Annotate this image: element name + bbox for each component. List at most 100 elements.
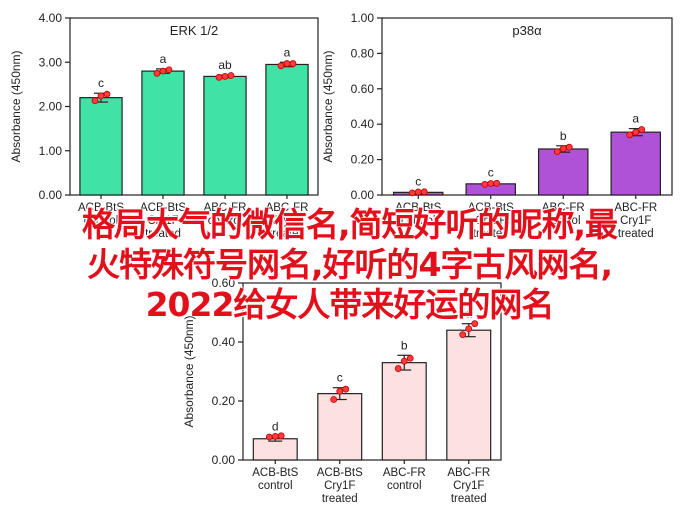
x-tick-label-2-1-0: ACB-BtS — [317, 467, 363, 479]
data-point-1-0-1 — [414, 188, 422, 196]
chart-title-0: ERK 1/2 — [170, 23, 218, 38]
data-point-1-1-1 — [487, 180, 495, 187]
y-tick-label-1-1: 0.20 — [351, 153, 375, 167]
significance-letter-2-2: b — [401, 338, 408, 352]
plot-frame-2 — [242, 282, 502, 461]
data-point-0-0-1 — [97, 92, 105, 100]
bar-0-0 — [79, 97, 123, 196]
x-tick-label-0-3-2: treated — [269, 228, 305, 240]
y-tick-label-1-5: 1.00 — [351, 11, 375, 25]
x-tick-label-2-3-0: ABC-FR — [447, 467, 490, 479]
data-point-0-2-1 — [221, 73, 229, 80]
bar-0-1 — [141, 70, 185, 196]
data-point-2-2-0 — [394, 365, 402, 372]
data-point-0-3-1 — [283, 60, 291, 67]
x-tick-label-1-3-0: ABC-FR — [614, 202, 657, 214]
x-tick-label-1-0-1: control — [401, 215, 436, 227]
data-point-0-2-0 — [215, 73, 223, 81]
bar-0-2 — [203, 75, 247, 196]
x-tick-label-2-2-0: ABC-FR — [383, 467, 426, 479]
y-axis-label-2: Absorbance (450nm) — [182, 315, 196, 427]
y-tick-label-0-3: 3.00 — [39, 55, 63, 69]
y-axis-label-0: Absorbance (450nm) — [9, 50, 23, 162]
chart-title-1: p38α — [512, 23, 542, 38]
significance-letter-0-3: a — [284, 45, 291, 59]
bar-2-0 — [252, 438, 298, 461]
significance-letter-1-1: c — [488, 165, 494, 179]
y-tick-label-2-0: 0.00 — [212, 453, 236, 467]
x-tick-label-2-0-1: control — [258, 480, 293, 492]
data-point-1-3-1 — [632, 128, 640, 136]
y-tick-label-2-2: 0.40 — [212, 335, 236, 349]
x-tick-label-1-2-0: ABC-FR — [542, 202, 585, 214]
data-point-0-2-2 — [227, 72, 235, 79]
x-tick-label-2-0-0: ACB-BtS — [252, 467, 298, 479]
x-tick-label-0-3-1: Cry1F — [271, 215, 302, 227]
x-tick-label-1-3-2: treated — [618, 228, 654, 240]
y-axis-label-1: Absorbance (450nm) — [321, 50, 335, 162]
bar-1-3 — [610, 131, 661, 196]
y-tick-label-2-3: 0.60 — [212, 276, 236, 290]
data-point-1-0-2 — [420, 188, 428, 196]
data-point-1-1-2 — [493, 179, 501, 187]
bar-2-1 — [317, 393, 363, 461]
y-tick-label-1-4: 0.80 — [351, 46, 375, 60]
plot-frame-1 — [381, 17, 673, 196]
bar-1-2 — [537, 148, 589, 196]
significance-letter-0-0: c — [98, 76, 104, 90]
x-tick-label-0-1-1: Cry1F — [147, 215, 178, 227]
data-point-2-2-1 — [400, 357, 408, 365]
data-point-1-3-2 — [638, 126, 646, 133]
data-point-1-2-2 — [565, 143, 573, 151]
y-tick-label-1-0: 0.00 — [351, 188, 375, 202]
y-tick-label-0-4: 4.00 — [39, 11, 63, 25]
y-tick-label-1-3: 0.60 — [351, 82, 375, 96]
data-point-1-2-0 — [553, 148, 561, 156]
x-tick-label-0-3-0: ABC-FR — [266, 202, 309, 214]
data-point-2-0-0 — [265, 433, 273, 441]
x-tick-label-0-0-0: ACB-BtS — [78, 202, 124, 214]
data-point-2-1-0 — [330, 396, 338, 403]
x-tick-label-2-3-1: Cry1F — [453, 480, 484, 492]
x-tick-label-0-0-1: control — [84, 215, 119, 227]
significance-letter-0-2: ab — [218, 58, 232, 72]
x-tick-label-1-1-2: treated — [473, 228, 509, 240]
significance-letter-1-3: a — [632, 112, 639, 126]
y-tick-label-1-2: 0.40 — [351, 117, 375, 131]
y-tick-label-2-1: 0.20 — [212, 394, 236, 408]
data-point-2-1-2 — [342, 385, 350, 393]
data-point-2-2-2 — [406, 354, 414, 362]
x-tick-label-0-1-0: ACB-BtS — [140, 202, 186, 214]
x-tick-label-1-0-0: ACB-BtS — [395, 202, 441, 214]
data-point-1-3-0 — [626, 131, 634, 139]
bar-2-3 — [446, 329, 492, 461]
data-point-0-0-0 — [91, 97, 99, 105]
x-tick-label-0-2-1: control — [208, 215, 243, 227]
y-tick-label-0-0: 0.00 — [39, 188, 63, 202]
data-point-1-1-0 — [481, 180, 489, 188]
data-point-2-0-1 — [271, 432, 279, 440]
data-point-0-0-2 — [103, 90, 111, 98]
significance-letter-1-2: b — [560, 129, 567, 143]
x-tick-label-1-1-1: Cry1F — [475, 215, 506, 227]
bar-0-3 — [265, 63, 309, 196]
data-point-0-1-2 — [165, 66, 173, 74]
data-point-2-0-2 — [277, 432, 285, 440]
x-tick-label-1-3-1: Cry1F — [620, 215, 651, 227]
data-point-2-1-1 — [336, 387, 344, 395]
data-point-2-3-2 — [471, 320, 479, 328]
y-tick-label-0-2: 2.00 — [39, 100, 63, 114]
data-point-2-3-0 — [459, 331, 467, 339]
data-point-2-3-1 — [465, 325, 473, 333]
x-tick-label-2-2-1: control — [387, 480, 422, 492]
x-tick-label-0-1-2: treated — [145, 228, 181, 240]
x-tick-label-2-1-2: treated — [322, 493, 358, 505]
x-tick-label-0-2-0: ABC-FR — [204, 202, 247, 214]
significance-letter-1-0: c — [415, 174, 421, 188]
y-tick-label-0-1: 1.00 — [39, 144, 63, 158]
data-point-1-2-1 — [559, 145, 567, 153]
significance-letter-2-1: c — [337, 371, 343, 385]
data-point-0-3-0 — [277, 62, 285, 70]
data-point-0-1-1 — [159, 67, 167, 75]
